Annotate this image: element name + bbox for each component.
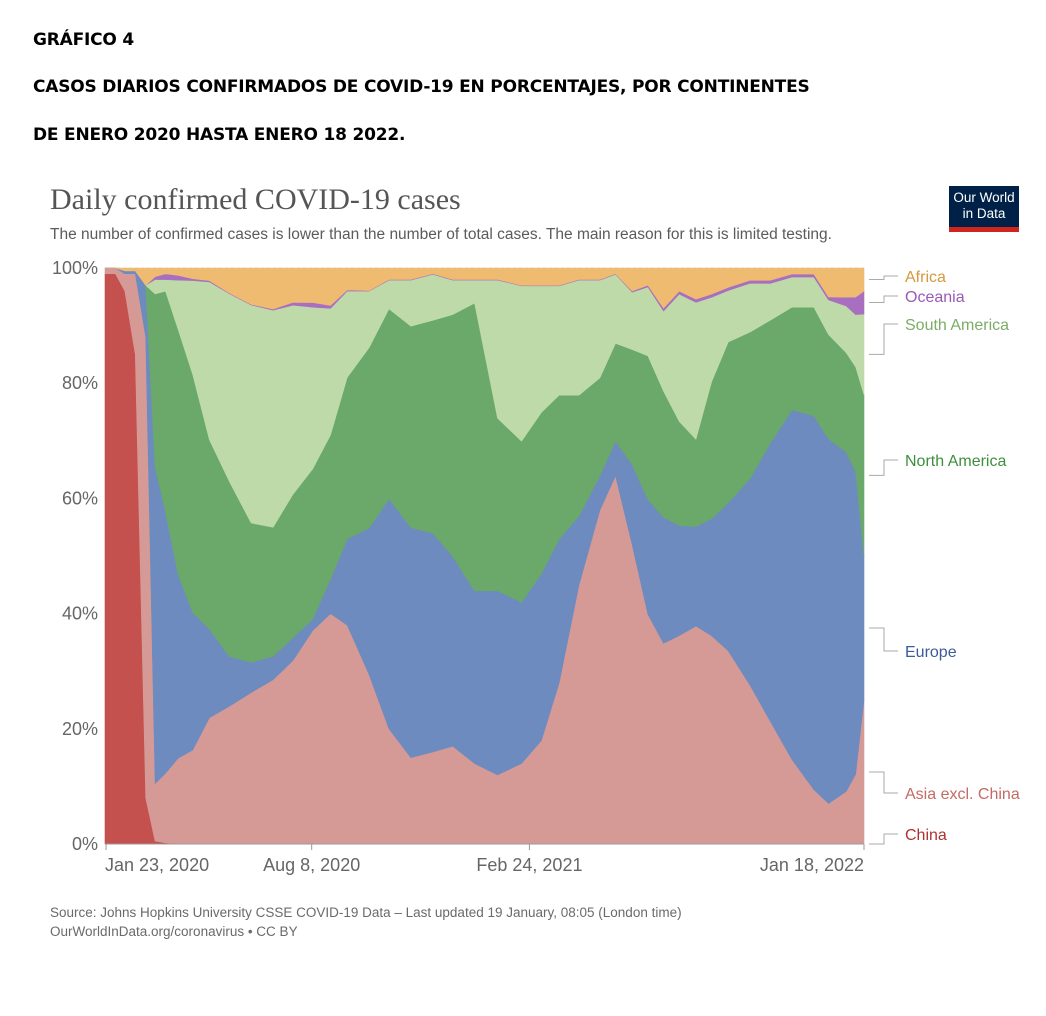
legend-leader-line: [869, 323, 898, 355]
y-tick-label: 80%: [62, 373, 98, 393]
legend-leader-line: [869, 295, 898, 304]
y-tick-label: 0%: [72, 834, 98, 854]
legend-leader-line: [869, 771, 898, 794]
x-tick-label: Jan 23, 2020: [105, 855, 209, 875]
logo-line-1: Our World: [953, 190, 1015, 205]
document-subheading-2: DE ENERO 2020 HASTA ENERO 18 2022.: [33, 125, 406, 145]
y-tick-label: 100%: [52, 258, 98, 278]
x-tick-label: Jan 18, 2022: [760, 855, 864, 875]
chart-subtitle: The number of confirmed cases is lower t…: [50, 226, 832, 243]
legend-label: Oceania: [905, 289, 965, 306]
legend-label: Asia excl. China: [905, 786, 1020, 803]
y-tick-label: 20%: [62, 719, 98, 739]
source-note: Source: Johns Hopkins University CSSE CO…: [50, 905, 682, 920]
document-subheading-1: CASOS DIARIOS CONFIRMADOS DE COVID-19 EN…: [33, 77, 810, 97]
legend-label: North America: [905, 453, 1006, 470]
area-africa: [105, 267, 865, 310]
series-areas: [104, 267, 865, 845]
legend-label: Europe: [905, 644, 957, 661]
legend: China Asia excl. China Europe North America…: [869, 269, 1020, 845]
legend-label: Africa: [905, 269, 946, 286]
legend-leader-line: [869, 459, 898, 476]
legend-label: South America: [905, 317, 1009, 334]
y-tick-label: 60%: [62, 488, 98, 508]
logo-line-2: in Data: [962, 206, 1006, 221]
document-heading: GRÁFICO 4: [33, 30, 135, 50]
x-tick-label: Feb 24, 2021: [476, 855, 582, 875]
y-tick-label: 40%: [62, 604, 98, 624]
legend-leader-line: [869, 627, 898, 652]
legend-leader-line: [869, 833, 898, 845]
axes: 0% 20% 40% 60% 80% 100% Jan 23, 2020 Aug 8, 202…: [52, 258, 865, 875]
license-link[interactable]: OurWorldInData.org/coronavirus • CC BY: [50, 924, 298, 939]
legend-leader-line: [869, 275, 898, 281]
x-tick-label: Aug 8, 2020: [263, 855, 360, 875]
legend-label: China: [905, 827, 947, 844]
chart-title: Daily confirmed COVID-19 cases: [50, 183, 461, 216]
owid-logo[interactable]: Our World in Data: [949, 186, 1019, 232]
